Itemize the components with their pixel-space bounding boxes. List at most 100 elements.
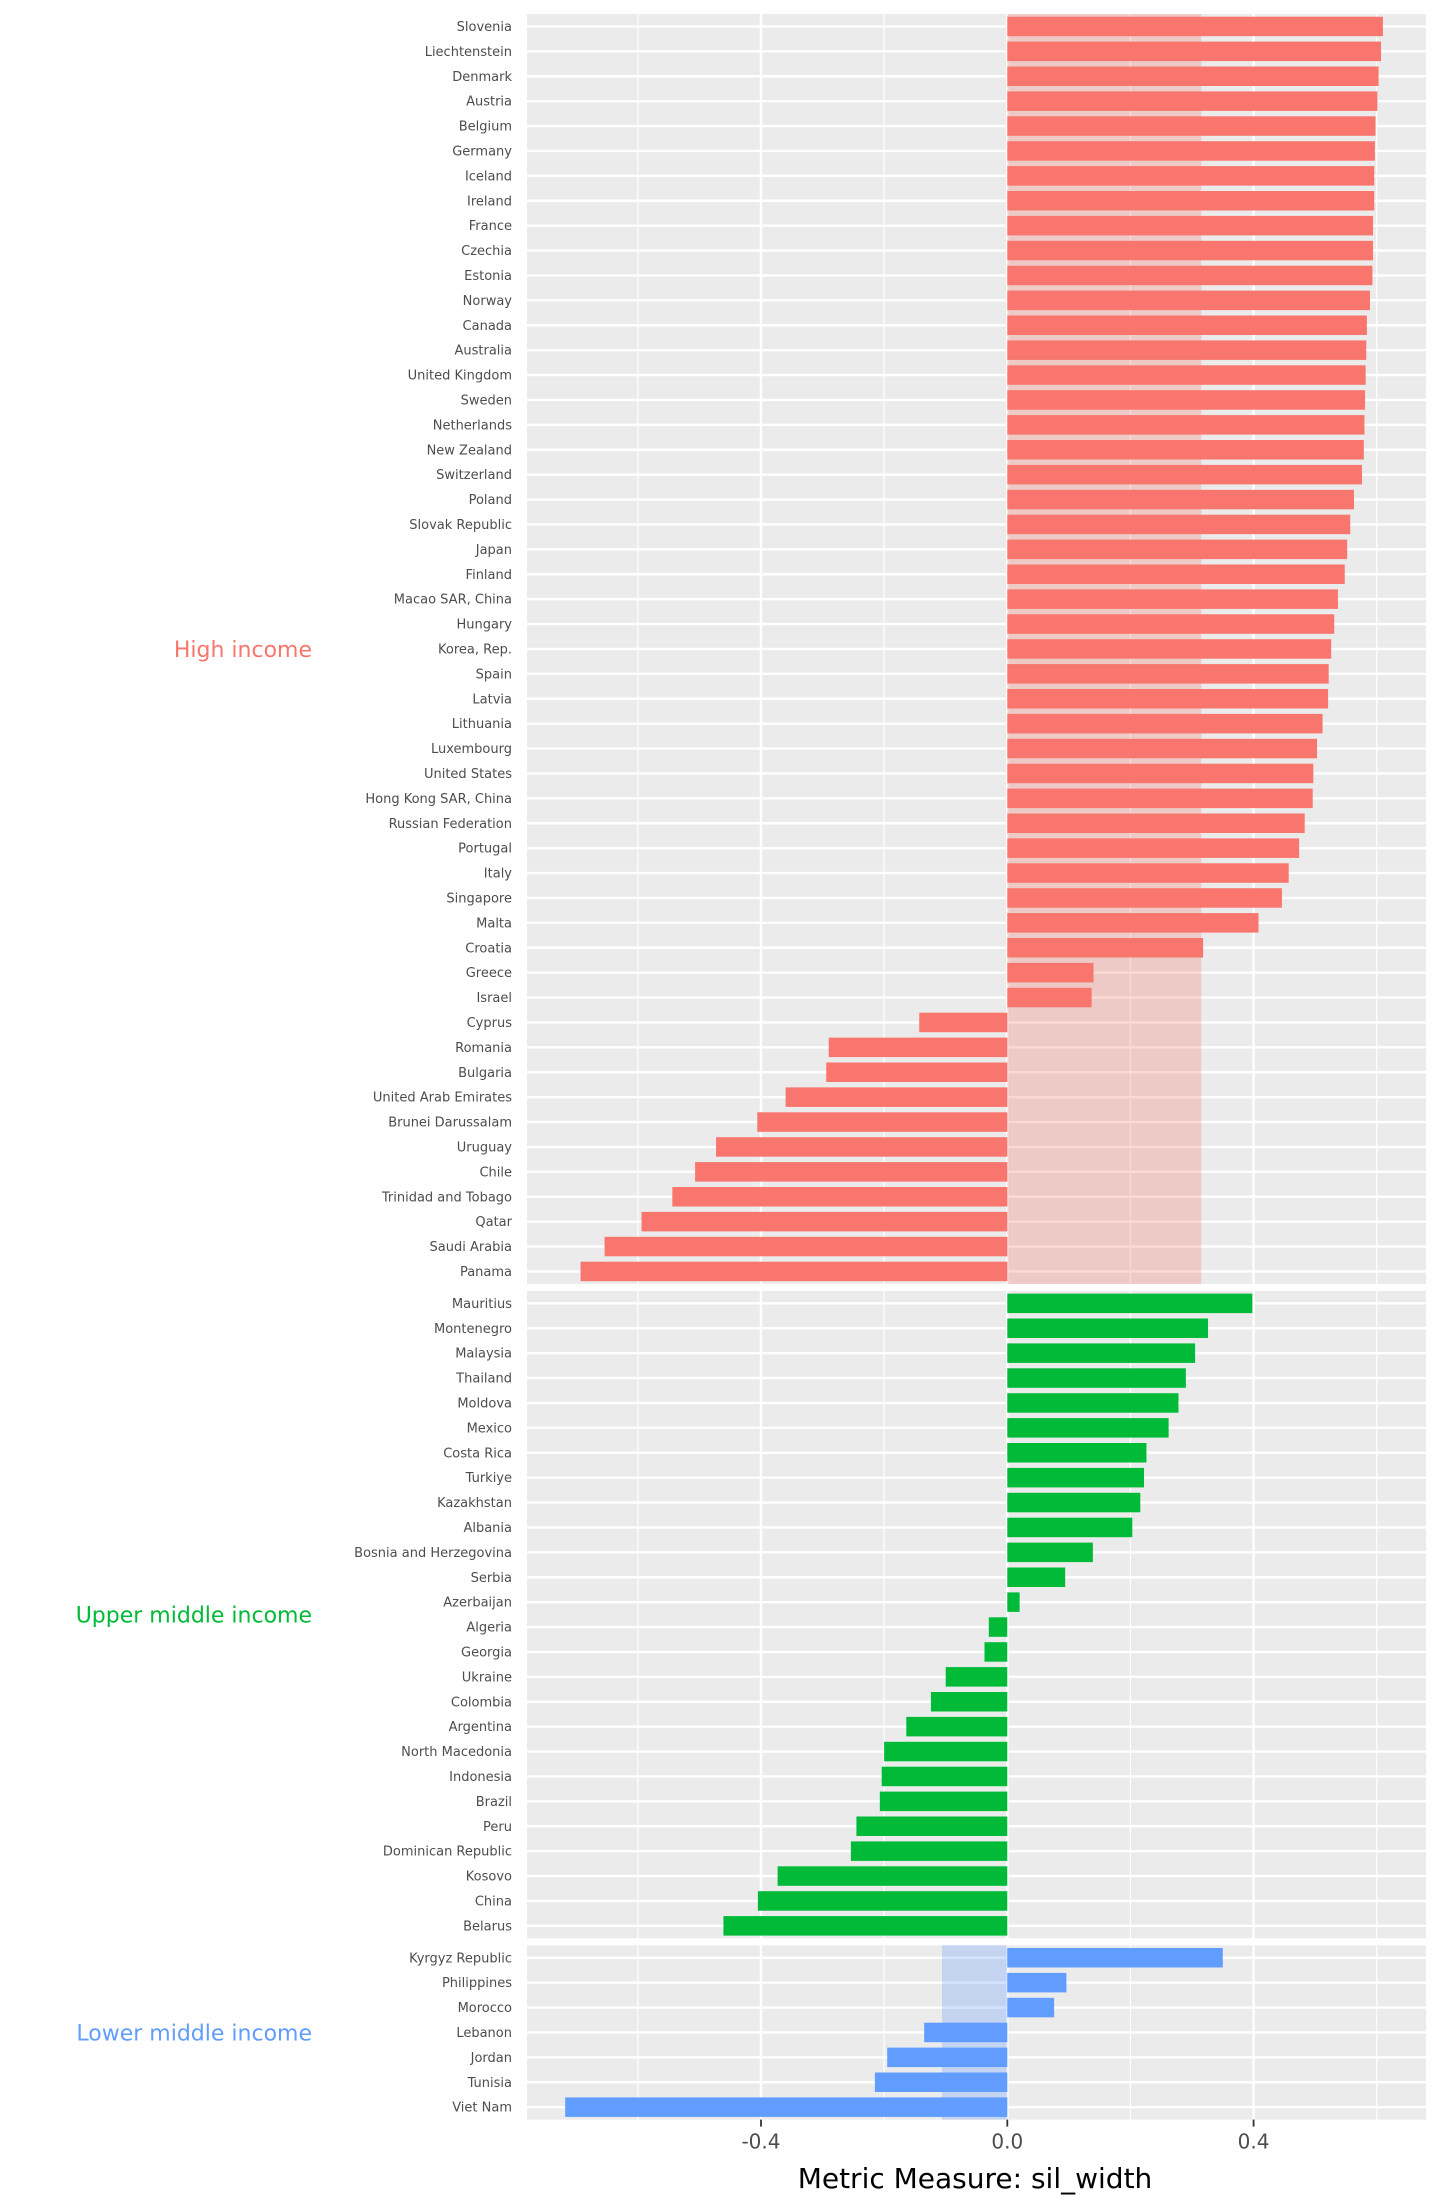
bar-saudi-arabia <box>604 1236 1008 1257</box>
country-label-france: France <box>469 219 512 234</box>
bar-lebanon <box>924 2022 1008 2043</box>
group-label-high-income: High income <box>174 638 312 663</box>
bar-ireland <box>1007 191 1375 211</box>
bar-slovenia <box>1007 16 1383 37</box>
country-label-kyrgyz-republic: Kyrgyz Republic <box>409 1951 512 1966</box>
bar-singapore <box>1007 888 1282 908</box>
country-label-switzerland: Switzerland <box>436 468 512 483</box>
country-label-dominican-republic: Dominican Republic <box>383 1845 512 1860</box>
country-label-panama: Panama <box>460 1265 512 1280</box>
country-label-germany: Germany <box>452 144 512 159</box>
bar-luxembourg <box>1007 738 1318 759</box>
country-label-algeria: Algeria <box>466 1621 512 1636</box>
country-label-moldova: Moldova <box>457 1396 512 1411</box>
bar-mauritius <box>1007 1293 1253 1314</box>
country-label-macao-sar-china: Macao SAR, China <box>394 593 512 608</box>
country-label-italy: Italy <box>484 867 513 882</box>
country-label-georgia: Georgia <box>461 1645 512 1660</box>
country-label-peru: Peru <box>483 1820 512 1835</box>
bar-russian-federation <box>1007 813 1305 833</box>
country-label-slovenia: Slovenia <box>457 20 512 35</box>
bar-chile <box>695 1162 1008 1182</box>
bar-united-kingdom <box>1007 365 1366 385</box>
x-tick-label: 0.4 <box>1238 2130 1270 2154</box>
bar-portugal <box>1007 838 1300 858</box>
bar-georgia <box>984 1642 1008 1662</box>
bar-morocco <box>1007 1997 1055 2018</box>
bar-mexico <box>1007 1418 1169 1438</box>
country-label-hong-kong-sar-china: Hong Kong SAR, China <box>365 792 512 807</box>
bar-iceland <box>1007 166 1375 186</box>
country-label-bosnia-and-herzegovina: Bosnia and Herzegovina <box>354 1546 512 1561</box>
country-label-morocco: Morocco <box>458 2001 512 2016</box>
group-label-upper-middle-income: Upper middle income <box>76 1604 312 1629</box>
country-label-belarus: Belarus <box>463 1919 512 1934</box>
bar-uruguay <box>716 1137 1008 1157</box>
country-label-united-states: United States <box>424 767 512 782</box>
country-label-viet-nam: Viet Nam <box>452 2101 512 2116</box>
bar-dominican-republic <box>850 1841 1008 1861</box>
country-label-argentina: Argentina <box>449 1720 512 1735</box>
bar-hong-kong-sar-china <box>1007 788 1313 809</box>
country-label-austria: Austria <box>466 95 512 110</box>
bar-netherlands <box>1007 415 1365 435</box>
country-label-north-macedonia: North Macedonia <box>401 1745 512 1760</box>
country-label-united-kingdom: United Kingdom <box>408 369 512 384</box>
bar-macao-sar-china <box>1007 589 1338 609</box>
group-label-lower-middle-income: Lower middle income <box>76 2021 312 2046</box>
country-label-kazakhstan: Kazakhstan <box>437 1496 512 1511</box>
country-label-slovak-republic: Slovak Republic <box>409 518 512 533</box>
country-label-malta: Malta <box>476 916 512 931</box>
country-label-australia: Australia <box>454 344 512 359</box>
bar-italy <box>1007 863 1289 883</box>
country-label-united-arab-emirates: United Arab Emirates <box>373 1091 512 1106</box>
country-label-sweden: Sweden <box>461 393 512 408</box>
country-label-estonia: Estonia <box>464 269 512 284</box>
bar-cyprus <box>919 1012 1008 1033</box>
country-label-saudi-arabia: Saudi Arabia <box>430 1240 513 1255</box>
country-label-canada: Canada <box>463 319 512 334</box>
group-labels: High income Upper middle income Lower midd… <box>76 638 312 2046</box>
bar-algeria <box>988 1617 1008 1637</box>
bar-bosnia-and-herzegovina <box>1007 1542 1093 1563</box>
bar-united-arab-emirates <box>785 1087 1008 1107</box>
country-label-ukraine: Ukraine <box>462 1670 512 1685</box>
country-label-uruguay: Uruguay <box>457 1140 513 1155</box>
country-label-norway: Norway <box>463 294 513 309</box>
country-label-thailand: Thailand <box>455 1372 512 1387</box>
country-label-philippines: Philippines <box>442 1976 512 1991</box>
bar-sweden <box>1007 390 1366 410</box>
country-labels: Slovenia Liechtenstein Denmark Austria Belgi… <box>354 20 512 2116</box>
bar-malta <box>1007 913 1259 933</box>
panel-upper-middle-income <box>527 1290 1426 1939</box>
bar-jordan <box>887 2047 1008 2068</box>
country-label-romania: Romania <box>455 1041 512 1056</box>
country-label-czechia: Czechia <box>461 244 512 259</box>
x-tick-label: 0.0 <box>991 2130 1023 2154</box>
bar-liechtenstein <box>1007 41 1382 62</box>
bar-germany <box>1007 141 1375 161</box>
bar-brazil <box>879 1791 1008 1812</box>
country-label-denmark: Denmark <box>452 70 512 85</box>
country-label-azerbaijan: Azerbaijan <box>443 1596 512 1611</box>
country-label-bulgaria: Bulgaria <box>458 1066 512 1081</box>
bar-belgium <box>1007 116 1376 136</box>
bar-panama <box>580 1261 1008 1282</box>
bar-slovak-republic <box>1007 514 1351 535</box>
bar-denmark <box>1007 66 1379 86</box>
bar-finland <box>1007 564 1345 584</box>
bar-czechia <box>1007 240 1374 261</box>
bar-albania <box>1007 1517 1133 1538</box>
bar-viet-nam <box>565 2097 1008 2117</box>
country-label-spain: Spain <box>476 667 512 682</box>
country-label-poland: Poland <box>469 493 512 508</box>
bar-united-states <box>1007 763 1314 784</box>
bar-trinidad-and-tobago <box>672 1187 1008 1207</box>
country-label-costa-rica: Costa Rica <box>443 1446 512 1461</box>
country-label-mauritius: Mauritius <box>452 1297 512 1312</box>
country-label-malaysia: Malaysia <box>455 1347 512 1362</box>
bar-colombia <box>930 1692 1008 1712</box>
bar-austria <box>1007 91 1378 111</box>
bar-malaysia <box>1007 1343 1196 1363</box>
bar-qatar <box>641 1211 1008 1232</box>
